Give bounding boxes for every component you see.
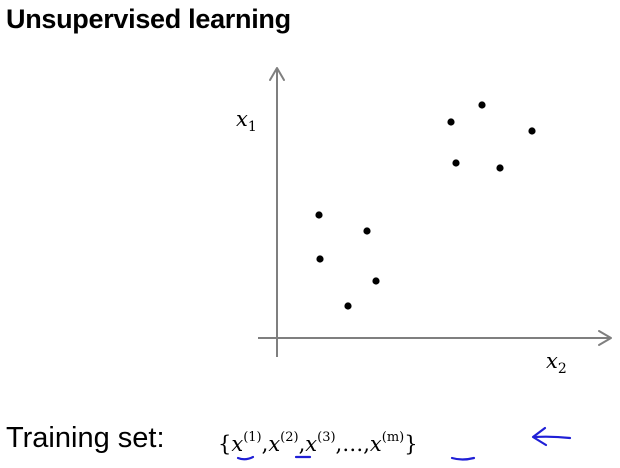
training-set-row: Training set:	[6, 418, 165, 462]
training-item: …	[342, 432, 364, 456]
data-point	[344, 302, 352, 310]
data-point	[316, 255, 324, 263]
slide-title: Unsupervised learning	[6, 4, 291, 34]
training-item: x(2)	[268, 430, 299, 456]
training-set-label: Training set:	[6, 422, 165, 454]
open-brace: {	[218, 432, 232, 456]
data-point	[478, 101, 486, 109]
data-point	[372, 277, 380, 285]
data-point	[315, 211, 323, 219]
data-point	[528, 127, 536, 135]
x-axis-label: x2	[546, 349, 567, 377]
training-set-formula: {x(1),x(2),x(3),…,x(m)}	[218, 430, 418, 456]
data-point	[496, 164, 504, 172]
data-point	[363, 227, 371, 235]
x-axis-arrowhead	[598, 330, 612, 346]
training-item: x(m)	[369, 430, 405, 456]
data-point	[447, 118, 455, 126]
training-item: x(1)	[231, 430, 262, 456]
data-point	[452, 159, 460, 167]
training-item: x(3)	[305, 430, 336, 456]
y-axis-arrowhead	[269, 67, 285, 81]
close-brace: }	[404, 432, 418, 456]
y-axis-label: x1	[236, 107, 257, 135]
